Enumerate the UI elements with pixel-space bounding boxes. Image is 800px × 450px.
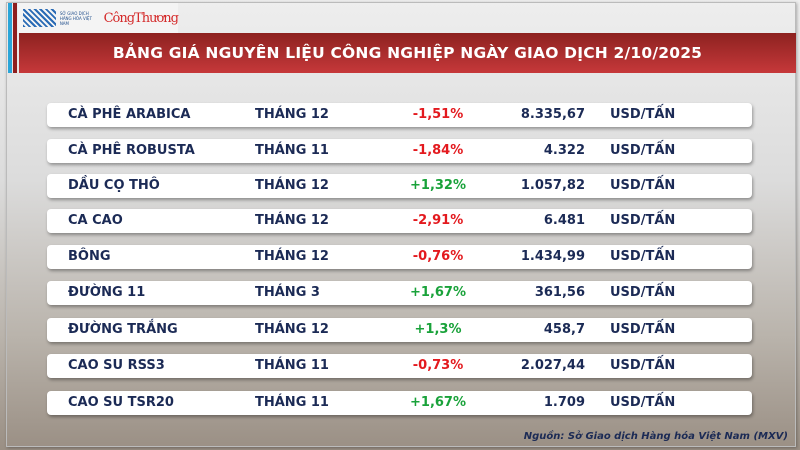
price-change: -1,51% xyxy=(412,107,464,122)
price-value: 1.057,82 xyxy=(520,178,585,193)
source-note: Nguồn: Sở Giao dịch Hàng hóa Việt Nam (M… xyxy=(523,431,788,442)
price-change: +1,67% xyxy=(410,395,466,410)
table-row: ĐƯỜNG TRẮNG THÁNG 12 +1,3% 458,7 USD/TẤN xyxy=(47,318,752,342)
commodity-name: CA CAO xyxy=(68,213,123,228)
contract-month: THÁNG 12 xyxy=(255,178,329,193)
commodity-name: ĐƯỜNG 11 xyxy=(68,285,146,300)
frame xyxy=(6,2,796,447)
contract-month: THÁNG 3 xyxy=(255,285,320,300)
commodity-name: BÔNG xyxy=(68,249,111,264)
contract-month: THÁNG 12 xyxy=(255,322,329,337)
price-change: -0,76% xyxy=(412,249,464,264)
price-value: 6.481 xyxy=(543,213,585,228)
header-bar: BẢNG GIÁ NGUYÊN LIỆU CÔNG NGHIỆP NGÀY GI… xyxy=(19,33,796,73)
price-unit: USD/TẤN xyxy=(610,178,676,193)
price-unit: USD/TẤN xyxy=(610,285,676,300)
price-value: 2.027,44 xyxy=(520,358,585,373)
contract-month: THÁNG 12 xyxy=(255,249,329,264)
commodity-name: ĐƯỜNG TRẮNG xyxy=(68,322,178,337)
commodity-name: DẦU CỌ THÔ xyxy=(68,178,160,193)
price-unit: USD/TẤN xyxy=(610,143,676,158)
price-change: +1,32% xyxy=(410,178,466,193)
price-change: +1,67% xyxy=(410,285,466,300)
table-row: CÀ PHÊ ROBUSTA THÁNG 11 -1,84% 4.322 USD… xyxy=(47,139,752,163)
brand-logo: CôngThương xyxy=(103,10,179,26)
commodity-name: CAO SU TSR20 xyxy=(68,395,174,410)
contract-month: THÁNG 12 xyxy=(255,213,329,228)
accent-stripe-blue xyxy=(8,3,12,73)
price-value: 1.709 xyxy=(543,395,585,410)
contract-month: THÁNG 11 xyxy=(255,358,329,373)
price-unit: USD/TẤN xyxy=(610,213,676,228)
price-change: -1,84% xyxy=(412,143,464,158)
table-row: CAO SU TSR20 THÁNG 11 +1,67% 1.709 USD/T… xyxy=(47,391,752,415)
contract-month: THÁNG 12 xyxy=(255,107,329,122)
commodity-name: CAO SU RSS3 xyxy=(68,358,165,373)
price-unit: USD/TẤN xyxy=(610,322,676,337)
commodity-name: CÀ PHÊ ROBUSTA xyxy=(68,143,195,158)
price-value: 361,56 xyxy=(534,285,585,300)
price-change: -2,91% xyxy=(412,213,464,228)
exchange-logo-icon xyxy=(23,9,56,27)
table-row: CA CAO THÁNG 12 -2,91% 6.481 USD/TẤN xyxy=(47,209,752,233)
price-unit: USD/TẤN xyxy=(610,358,676,373)
contract-month: THÁNG 11 xyxy=(255,395,329,410)
accent-stripe-red xyxy=(13,3,17,73)
page-title: BẢNG GIÁ NGUYÊN LIỆU CÔNG NGHIỆP NGÀY GI… xyxy=(112,44,703,62)
logo: SỞ GIAO DỊCH HÀNG HÓA VIỆT NAM CôngThươn… xyxy=(18,3,179,33)
price-unit: USD/TẤN xyxy=(610,395,676,410)
table-row: DẦU CỌ THÔ THÁNG 12 +1,32% 1.057,82 USD/… xyxy=(47,174,752,198)
price-unit: USD/TẤN xyxy=(610,249,676,264)
price-value: 8.335,67 xyxy=(520,107,585,122)
price-change: +1,3% xyxy=(414,322,462,337)
table-row: ĐƯỜNG 11 THÁNG 3 +1,67% 361,56 USD/TẤN xyxy=(47,281,752,305)
price-change: -0,73% xyxy=(412,358,464,373)
price-value: 1.434,99 xyxy=(520,249,585,264)
table-row: CAO SU RSS3 THÁNG 11 -0,73% 2.027,44 USD… xyxy=(47,354,752,378)
table-row: CÀ PHÊ ARABICA THÁNG 12 -1,51% 8.335,67 … xyxy=(47,103,752,127)
exchange-logo-text: SỞ GIAO DỊCH HÀNG HÓA VIỆT NAM xyxy=(59,10,92,26)
table-row: BÔNG THÁNG 12 -0,76% 1.434,99 USD/TẤN xyxy=(47,245,752,269)
commodity-name: CÀ PHÊ ARABICA xyxy=(68,107,191,122)
price-value: 4.322 xyxy=(543,143,585,158)
price-unit: USD/TẤN xyxy=(610,107,676,122)
contract-month: THÁNG 11 xyxy=(255,143,329,158)
price-value: 458,7 xyxy=(543,322,585,337)
